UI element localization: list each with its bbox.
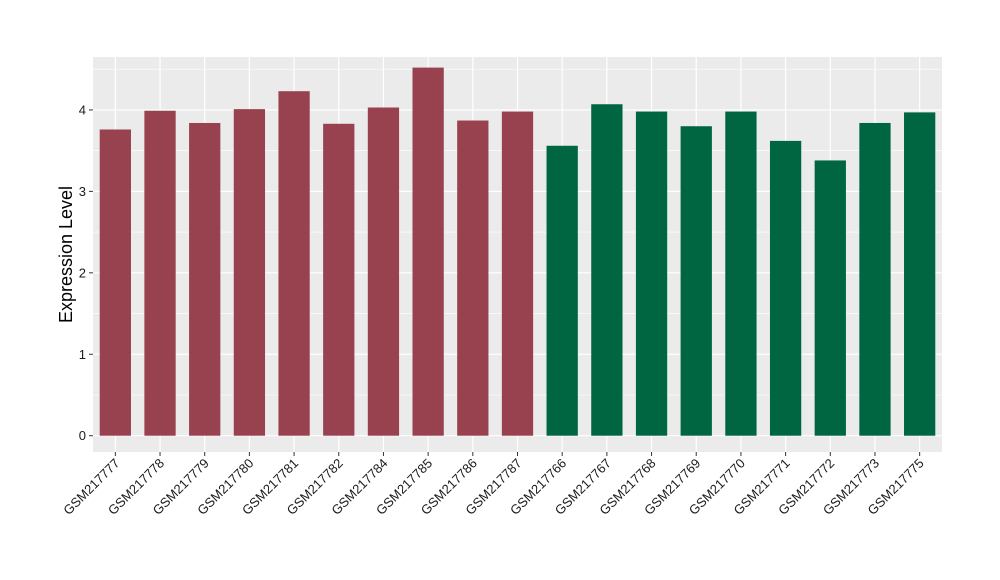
- bar-gsm217781: [278, 91, 310, 436]
- bar-gsm217767: [591, 104, 623, 436]
- y-tick-label: 2: [79, 265, 86, 280]
- bar-gsm217785: [412, 67, 444, 436]
- bar-gsm217779: [189, 122, 221, 436]
- bar-gsm217782: [323, 123, 355, 436]
- bar-gsm217778: [144, 110, 176, 436]
- bar-gsm217787: [501, 111, 534, 436]
- bar-gsm217772: [814, 160, 846, 436]
- bar-gsm217768: [635, 111, 668, 436]
- y-tick-label: 0: [79, 428, 86, 443]
- x-axis: GSM217777GSM217778GSM217779GSM217780GSM2…: [60, 452, 927, 518]
- bar-gsm217766: [546, 145, 578, 436]
- y-tick-label: 3: [79, 184, 86, 199]
- y-axis-title: Expression Level: [56, 186, 76, 323]
- bar-gsm217775: [904, 112, 936, 436]
- y-tick-label: 4: [79, 102, 86, 117]
- bar-gsm217786: [457, 120, 489, 436]
- bar-gsm217784: [367, 107, 400, 436]
- y-tick-label: 1: [79, 347, 86, 362]
- bar-gsm217769: [680, 126, 712, 436]
- bars: [99, 67, 936, 436]
- bar-gsm217770: [725, 111, 757, 436]
- bar-gsm217771: [769, 140, 802, 436]
- bar-gsm217780: [233, 109, 266, 436]
- y-axis: 0 1 2 3 4: [79, 102, 93, 443]
- bar-gsm217777: [99, 129, 131, 436]
- bar-gsm217773: [859, 122, 891, 436]
